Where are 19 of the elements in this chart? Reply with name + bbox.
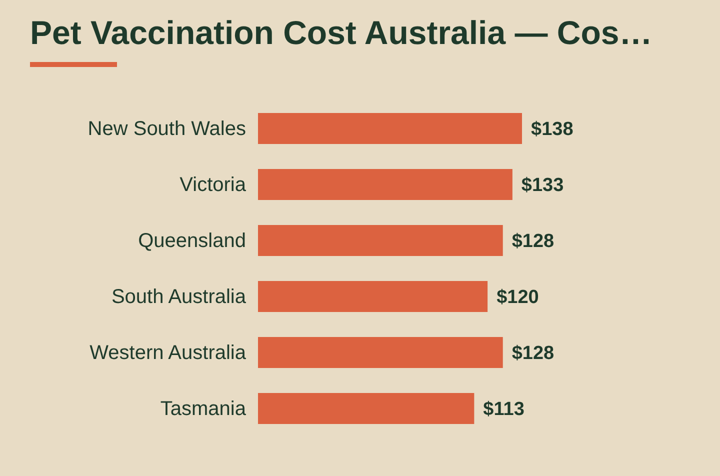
bar [258, 281, 488, 312]
bar [258, 393, 474, 424]
bar [258, 337, 503, 368]
chart-title: Pet Vaccination Cost Australia — Cos… [30, 14, 652, 52]
data-label: $128 [512, 343, 554, 364]
y-tick-label: New South Wales [88, 118, 246, 140]
y-tick-label: Queensland [138, 230, 246, 252]
data-label: $133 [521, 175, 564, 196]
bar [258, 225, 503, 256]
data-label: $120 [496, 287, 539, 308]
y-tick-label: South Australia [111, 286, 247, 308]
y-tick-label: Victoria [180, 174, 247, 196]
data-label: $128 [512, 231, 554, 252]
y-tick-label: Tasmania [160, 398, 247, 420]
data-label: $138 [531, 119, 574, 140]
bar [258, 169, 512, 200]
data-label: $113 [483, 399, 524, 420]
y-tick-label: Western Australia [90, 342, 247, 364]
bar [258, 113, 522, 144]
